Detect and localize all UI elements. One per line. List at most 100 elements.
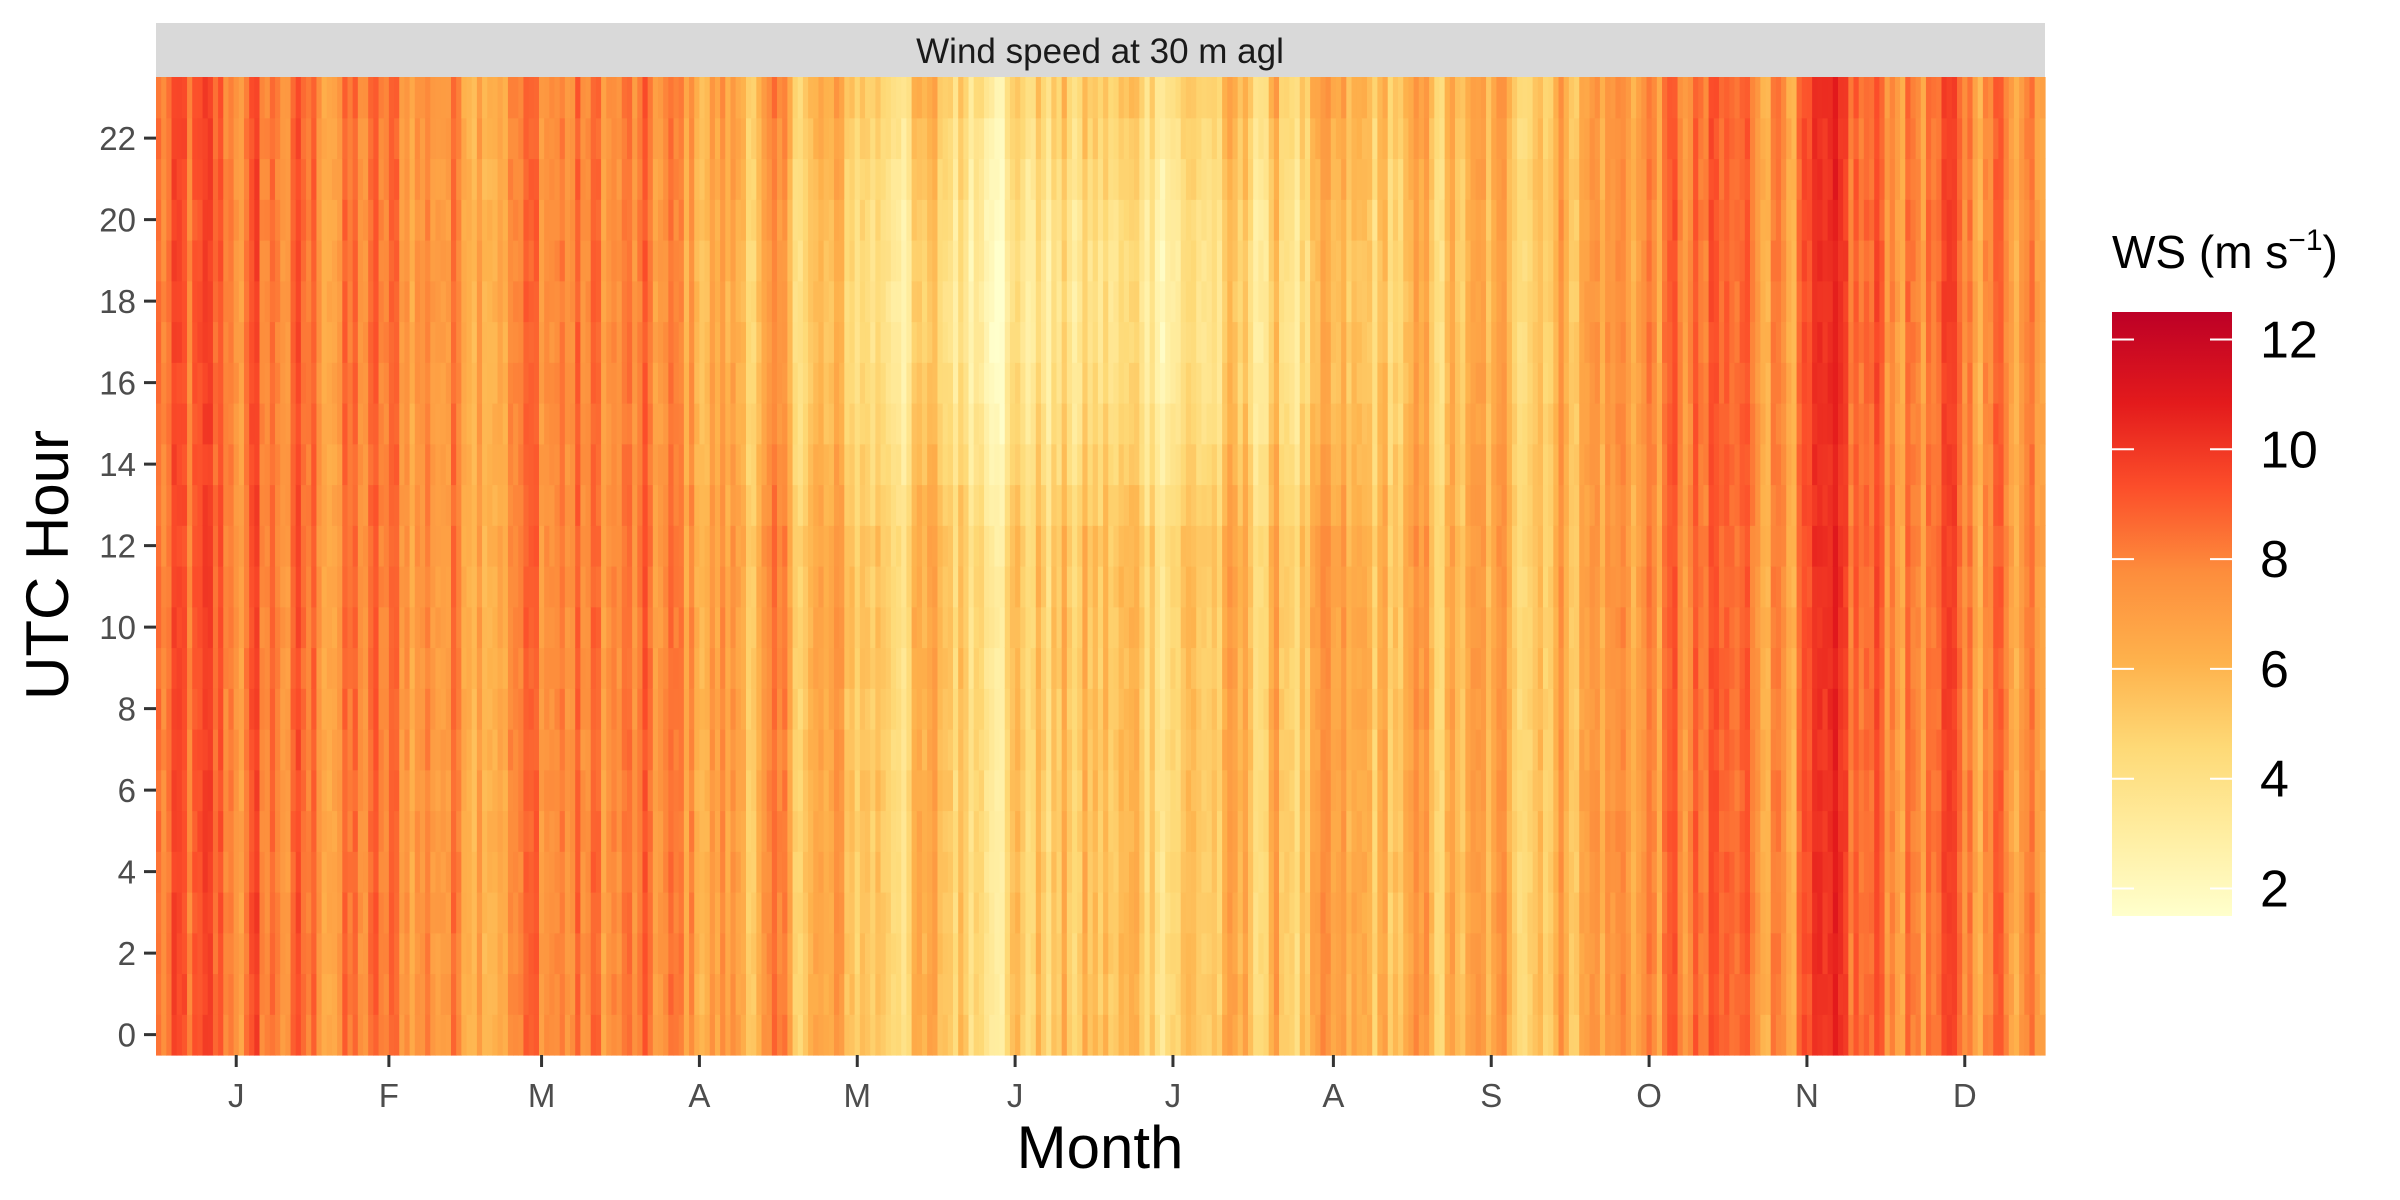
heatmap-cell bbox=[378, 484, 385, 526]
heatmap-cell bbox=[347, 117, 354, 160]
heatmap-cell bbox=[626, 606, 633, 649]
heatmap-cell bbox=[321, 892, 328, 934]
heatmap-cell bbox=[689, 769, 695, 812]
heatmap-cell bbox=[704, 606, 711, 649]
heatmap-cell bbox=[435, 117, 442, 160]
heatmap-cell bbox=[994, 484, 1001, 526]
heatmap-cell bbox=[1201, 525, 1208, 567]
heatmap-cell bbox=[492, 1014, 499, 1056]
heatmap-cell bbox=[916, 647, 923, 689]
heatmap-cell bbox=[626, 158, 633, 200]
heatmap-cell bbox=[564, 403, 571, 445]
heatmap-cell bbox=[430, 199, 437, 241]
heatmap-cell bbox=[440, 647, 447, 689]
heatmap-cell bbox=[854, 117, 861, 160]
heatmap-cell bbox=[585, 403, 592, 445]
heatmap-cell bbox=[606, 892, 613, 934]
heatmap-cell bbox=[590, 362, 597, 404]
heatmap-cell bbox=[590, 443, 597, 486]
heatmap-cell bbox=[461, 443, 468, 486]
heatmap-cell bbox=[606, 240, 613, 282]
heatmap-cell bbox=[1072, 362, 1078, 404]
heatmap-cell bbox=[1185, 973, 1192, 1015]
heatmap-cell bbox=[575, 525, 581, 567]
heatmap-cell bbox=[342, 362, 349, 404]
heatmap-cell bbox=[1128, 810, 1135, 852]
heatmap-cell bbox=[761, 688, 768, 730]
heatmap-cell bbox=[559, 240, 566, 282]
heatmap-cell bbox=[859, 973, 866, 1015]
heatmap-cell bbox=[999, 403, 1006, 445]
heatmap-cell bbox=[658, 892, 664, 934]
heatmap-cell bbox=[777, 525, 783, 567]
heatmap-cell bbox=[1185, 892, 1192, 934]
heatmap-cell bbox=[306, 932, 312, 975]
heatmap-cell bbox=[984, 525, 990, 567]
heatmap-cell bbox=[658, 199, 664, 241]
heatmap-cell bbox=[445, 1014, 452, 1056]
heatmap-cell bbox=[502, 280, 509, 323]
heatmap-cell bbox=[1118, 606, 1125, 649]
heatmap-cell bbox=[683, 688, 690, 730]
heatmap-cell bbox=[1211, 77, 1218, 119]
heatmap-cell bbox=[223, 973, 230, 1015]
heatmap-cell bbox=[978, 443, 985, 486]
heatmap-cell bbox=[1211, 362, 1218, 404]
heatmap-cell bbox=[456, 117, 462, 160]
heatmap-cell bbox=[1015, 688, 1021, 730]
heatmap-cell bbox=[973, 606, 980, 649]
heatmap-cell bbox=[689, 403, 695, 445]
heatmap-cell bbox=[1066, 321, 1073, 363]
heatmap-cell bbox=[782, 566, 788, 608]
heatmap-cell bbox=[1154, 606, 1161, 649]
heatmap-cell bbox=[616, 362, 623, 404]
heatmap-cell bbox=[187, 362, 193, 404]
heatmap-cell bbox=[549, 932, 556, 975]
heatmap-cell bbox=[761, 443, 768, 486]
heatmap-cell bbox=[352, 810, 359, 852]
heatmap-cell bbox=[409, 362, 416, 404]
heatmap-cell bbox=[171, 443, 178, 486]
heatmap-cell bbox=[1118, 851, 1125, 893]
heatmap-cell bbox=[942, 77, 949, 119]
heatmap-cell bbox=[652, 443, 659, 486]
heatmap-cell bbox=[745, 280, 752, 323]
heatmap-cell bbox=[720, 566, 726, 608]
heatmap-cell bbox=[642, 240, 649, 282]
heatmap-cell bbox=[720, 403, 726, 445]
heatmap-cell bbox=[668, 729, 675, 771]
heatmap-cell bbox=[218, 280, 224, 323]
heatmap-cell bbox=[1113, 403, 1120, 445]
heatmap-cell bbox=[161, 484, 167, 526]
heatmap-cell bbox=[626, 810, 633, 852]
heatmap-cell bbox=[1082, 240, 1089, 282]
heatmap-cell bbox=[1072, 566, 1078, 608]
heatmap-cell bbox=[316, 117, 323, 160]
heatmap-cell bbox=[166, 851, 173, 893]
heatmap-cell bbox=[399, 158, 406, 200]
heatmap-cell bbox=[585, 606, 592, 649]
heatmap-cell bbox=[984, 199, 990, 241]
heatmap-cell bbox=[1082, 77, 1089, 119]
heatmap-cell bbox=[1004, 158, 1011, 200]
heatmap-cell bbox=[751, 606, 757, 649]
heatmap-cell bbox=[792, 280, 799, 323]
heatmap-cell bbox=[818, 1014, 825, 1056]
heatmap-cell bbox=[161, 688, 167, 730]
heatmap-cell bbox=[414, 932, 421, 975]
heatmap-cell bbox=[1227, 403, 1234, 445]
heatmap-cell bbox=[601, 280, 607, 323]
heatmap-cell bbox=[1030, 240, 1037, 282]
heatmap-cell bbox=[859, 688, 866, 730]
heatmap-cell bbox=[264, 606, 271, 649]
heatmap-cell bbox=[357, 729, 364, 771]
heatmap-cell bbox=[968, 158, 975, 200]
heatmap-cell bbox=[735, 932, 742, 975]
heatmap-cell bbox=[388, 158, 395, 200]
heatmap-cell bbox=[585, 973, 592, 1015]
heatmap-cell bbox=[632, 851, 638, 893]
heatmap-cell bbox=[590, 606, 597, 649]
heatmap-cell bbox=[1128, 606, 1135, 649]
heatmap-cell bbox=[668, 199, 675, 241]
heatmap-cell bbox=[399, 729, 406, 771]
